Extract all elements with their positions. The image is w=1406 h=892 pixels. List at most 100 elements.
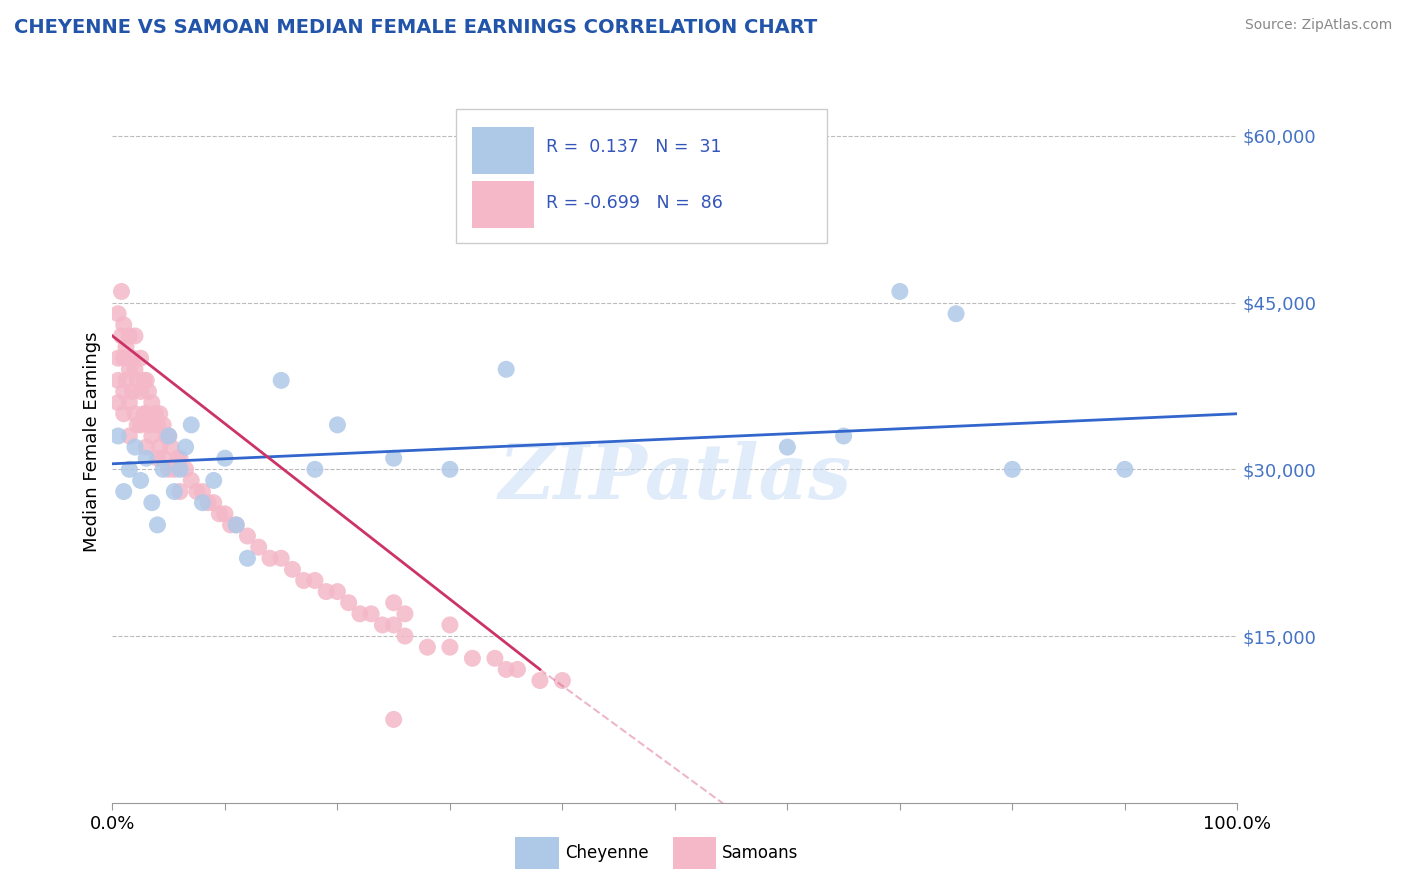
Point [180,417,202,432]
Point [259,551,281,566]
Point [304,574,326,588]
Point [382,596,405,610]
Point [270,551,292,566]
Point [107,395,129,409]
Point [394,607,416,621]
Point [141,395,163,409]
Point [382,451,405,466]
Point [236,529,259,543]
Point [118,329,141,343]
Point [121,351,143,366]
Point [337,596,360,610]
Point [439,462,461,476]
Point [551,673,574,688]
Point [152,451,174,466]
Point [127,373,149,387]
Text: Cheyenne: Cheyenne [565,845,648,863]
Point [191,484,214,499]
Point [174,440,197,454]
Point [157,429,180,443]
Point [315,584,337,599]
Point [236,551,259,566]
Point [529,673,551,688]
Text: Samoans: Samoans [723,845,799,863]
Point [169,462,191,476]
Point [439,640,461,655]
Point [1114,462,1136,476]
Point [132,407,155,421]
Point [160,440,183,454]
Point [382,713,405,727]
Point [112,318,135,332]
Point [439,618,461,632]
Point [281,562,304,576]
Point [832,429,855,443]
Point [138,384,160,399]
Point [124,407,146,421]
Point [484,651,506,665]
Point [169,451,191,466]
Point [146,517,169,532]
Point [124,440,146,454]
Point [121,384,143,399]
Point [146,451,169,466]
Text: ZIPatlas: ZIPatlas [498,441,852,515]
Point [112,384,135,399]
Point [115,373,138,387]
FancyBboxPatch shape [472,128,534,174]
Point [174,462,197,476]
Point [304,462,326,476]
Point [146,417,169,432]
Point [129,384,152,399]
Point [506,662,529,676]
Point [118,362,141,376]
Point [219,517,242,532]
Point [292,574,315,588]
Point [166,451,188,466]
Point [202,474,225,488]
Point [157,462,180,476]
Point [127,417,149,432]
Point [118,462,141,476]
Point [129,351,152,366]
Point [135,373,157,387]
Point [461,651,484,665]
Point [889,285,911,299]
Point [225,517,247,532]
Point [124,329,146,343]
FancyBboxPatch shape [456,109,827,243]
Point [214,507,236,521]
Point [112,484,135,499]
Point [180,474,202,488]
Point [197,496,219,510]
Point [129,474,152,488]
Point [141,429,163,443]
Point [107,351,129,366]
FancyBboxPatch shape [472,181,534,228]
Point [152,462,174,476]
Point [191,496,214,510]
Point [110,285,132,299]
Point [132,373,155,387]
Point [118,395,141,409]
Point [495,662,517,676]
Point [112,407,135,421]
Point [186,484,208,499]
Point [208,507,231,521]
Point [124,362,146,376]
Point [135,407,157,421]
Point [163,462,186,476]
Point [110,329,132,343]
Point [214,451,236,466]
Point [169,484,191,499]
Point [1001,462,1024,476]
Point [326,417,349,432]
Point [225,517,247,532]
Point [155,429,177,443]
Text: R = -0.699   N =  86: R = -0.699 N = 86 [546,194,723,212]
Point [152,417,174,432]
Point [143,407,166,421]
Point [107,307,129,321]
Point [416,640,439,655]
Point [107,429,129,443]
